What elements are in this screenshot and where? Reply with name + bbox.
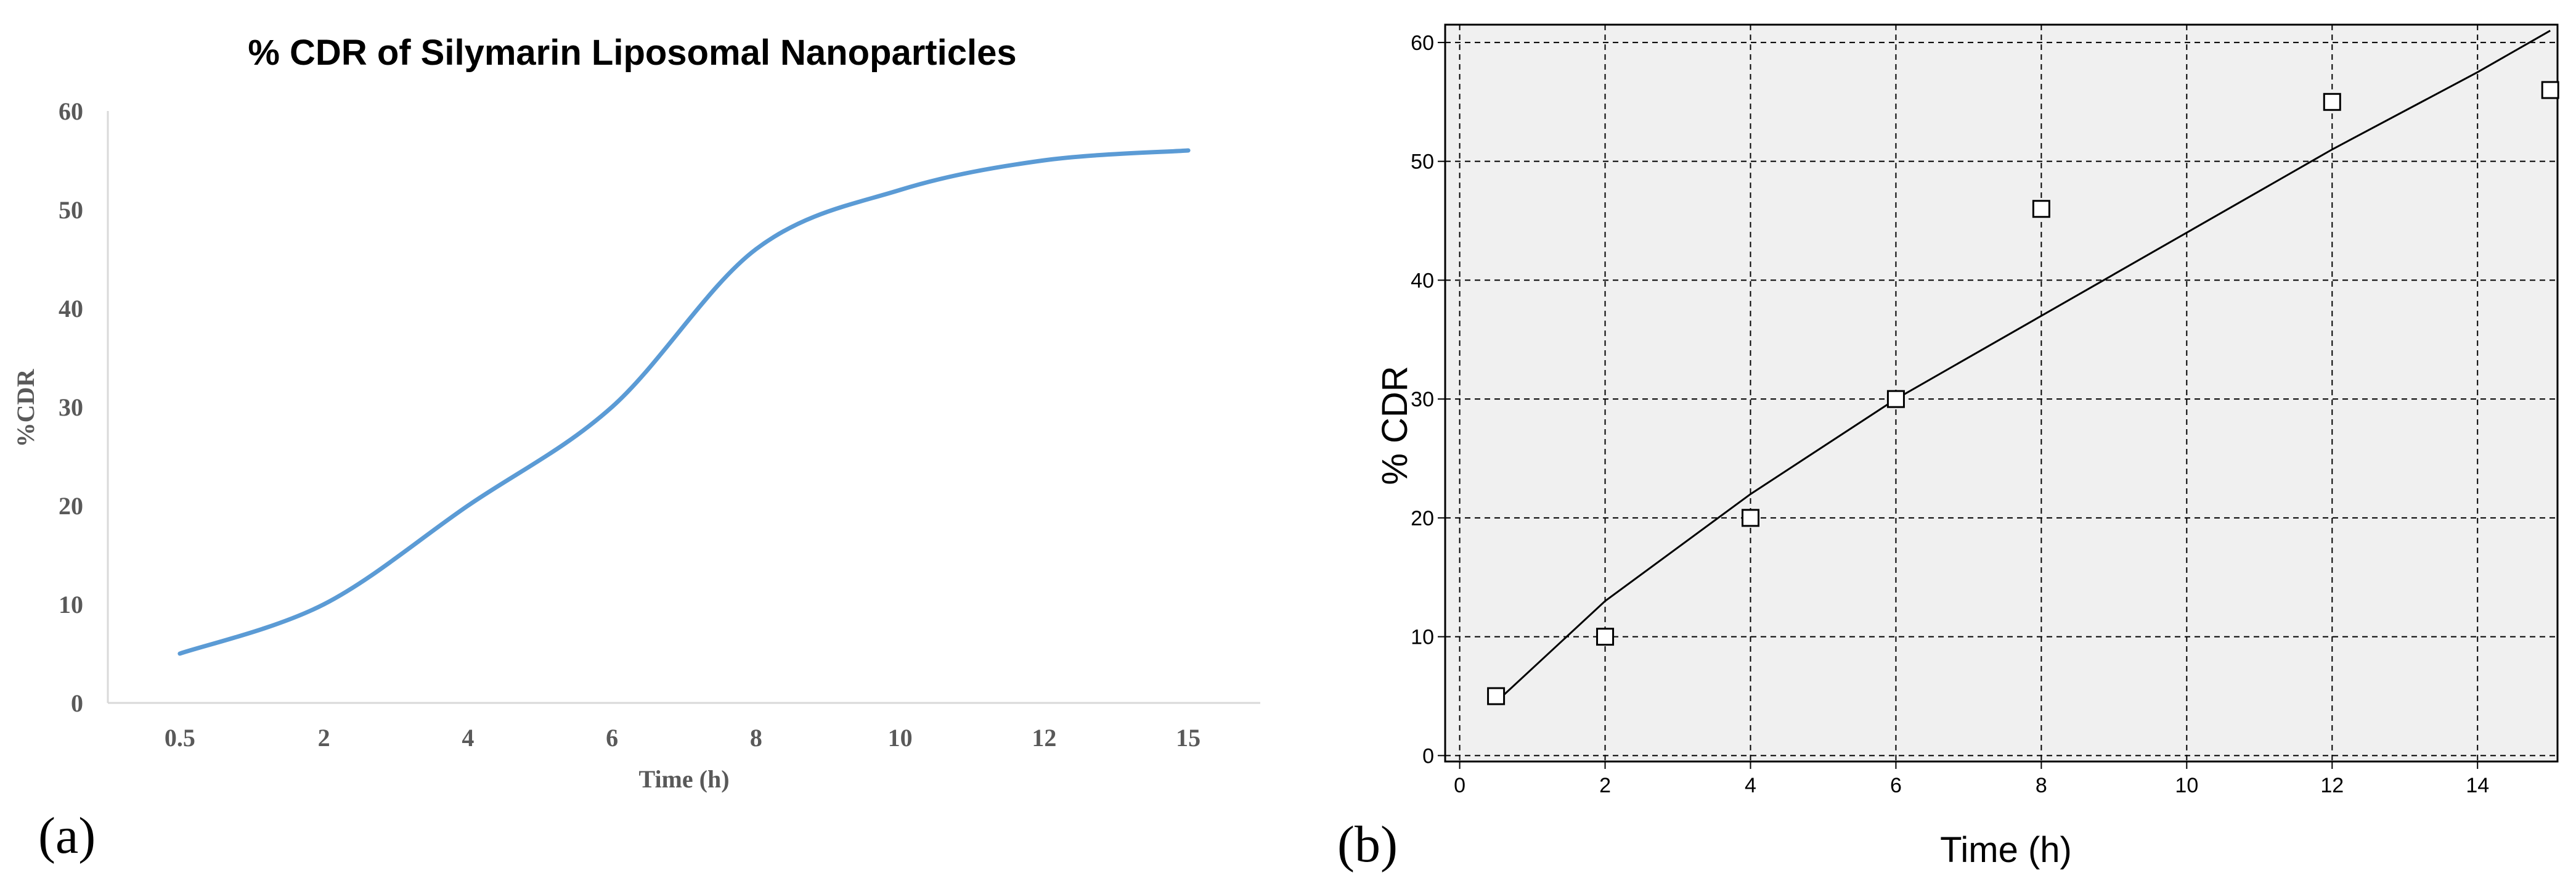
- panel-a-chart: % CDR of Silymarin Liposomal Nanoparticl…: [12, 33, 1260, 864]
- panel-a-x-tick-label: 15: [1176, 724, 1200, 752]
- panel-a-x-tick-labels: 0.5 2 4 6 8 10 12 15: [165, 724, 1200, 752]
- panel-a-y-tick-label: 20: [59, 492, 83, 520]
- panel-a-series: [177, 148, 1191, 656]
- panel-b-fit-line-group: [1495, 30, 2551, 703]
- panel-b-x-tick-label: 2: [1599, 774, 1611, 797]
- panel-b-plot-frame: [1444, 23, 2559, 763]
- panel-b-plot-background: [1445, 25, 2558, 762]
- panel-b-data-point: [1741, 509, 1759, 527]
- panel-a-y-tick-label: 10: [59, 591, 83, 618]
- panel-b-x-tick-labels: 0 2 4 6 8 10 12 14: [1454, 762, 2489, 797]
- panel-a-x-tick-label: 2: [318, 724, 330, 752]
- panel-a-y-tick-label: 60: [59, 97, 83, 125]
- panel-b-x-tick-label: 10: [2175, 774, 2198, 797]
- panel-b-y-tick-label: 0: [1422, 744, 1434, 768]
- panel-a-title: % CDR of Silymarin Liposomal Nanoparticl…: [248, 33, 1016, 73]
- panel-a-y-tick-label: 30: [59, 393, 83, 421]
- panel-b-label: (b): [1337, 816, 1398, 873]
- panel-a-x-tick-label: 10: [888, 724, 913, 752]
- panel-b-y-tick-label: 40: [1411, 269, 1434, 292]
- panel-b-x-tick-label: 14: [2466, 774, 2489, 797]
- panel-a-series-line: [177, 148, 1191, 656]
- panel-b-points: [1487, 81, 2559, 705]
- panel-a-x-axis-label: Time (h): [638, 765, 729, 793]
- panel-b-chart: 0 10 20 30 40 50 60 0 2 4 6 8 10 12 14 Time (h) % CDR…: [1337, 23, 2559, 873]
- panel-b-y-tick-label: 10: [1411, 626, 1434, 649]
- panel-a-y-tick-label: 0: [71, 689, 83, 717]
- panel-b-data-point: [2323, 92, 2341, 111]
- panel-b-data-point: [1596, 628, 1615, 646]
- panel-b-data-point: [2032, 200, 2050, 218]
- panel-b-y-tick-labels: 0 10 20 30 40 50 60: [1411, 31, 1445, 768]
- panel-b-x-tick-label: 8: [2036, 774, 2047, 797]
- panel-a-x-tick-label: 0.5: [165, 724, 195, 752]
- panel-b-x-axis-label: Time (h): [1940, 830, 2072, 870]
- panel-a-x-tick-label: 6: [606, 724, 618, 752]
- panel-a-x-tick-label: 4: [462, 724, 474, 752]
- panel-b-x-tick-label: 0: [1454, 774, 1465, 797]
- panel-a-x-tick-label: 12: [1032, 724, 1056, 752]
- panel-b-data-point: [1886, 390, 1905, 408]
- panel-a-y-axis-label: %CDR: [12, 369, 39, 448]
- panel-b-x-tick-label: 12: [2320, 774, 2344, 797]
- panel-a-y-tick-label: 40: [59, 295, 83, 322]
- panel-b-y-axis-label: % CDR: [1375, 366, 1415, 485]
- panel-b-y-tick-label: 50: [1411, 150, 1434, 174]
- panel-a-x-tick-label: 8: [750, 724, 762, 752]
- panel-a-axes: [107, 111, 1260, 704]
- panel-b-data-point: [1487, 687, 1506, 705]
- panel-b-fit-line: [1495, 30, 2551, 703]
- panel-a-label: (a): [38, 807, 96, 864]
- panel-b-data-point: [2541, 81, 2559, 99]
- panel-a-y-tick-label: 50: [59, 196, 83, 224]
- panel-b-y-tick-label: 20: [1411, 507, 1434, 530]
- panel-a-y-tick-labels: 0 10 20 30 40 50 60: [59, 97, 83, 717]
- panel-b-y-tick-label: 30: [1411, 388, 1434, 411]
- panel-b-x-tick-label: 6: [1890, 774, 1902, 797]
- panel-b-x-tick-label: 4: [1745, 774, 1756, 797]
- panel-b-y-tick-label: 60: [1411, 31, 1434, 55]
